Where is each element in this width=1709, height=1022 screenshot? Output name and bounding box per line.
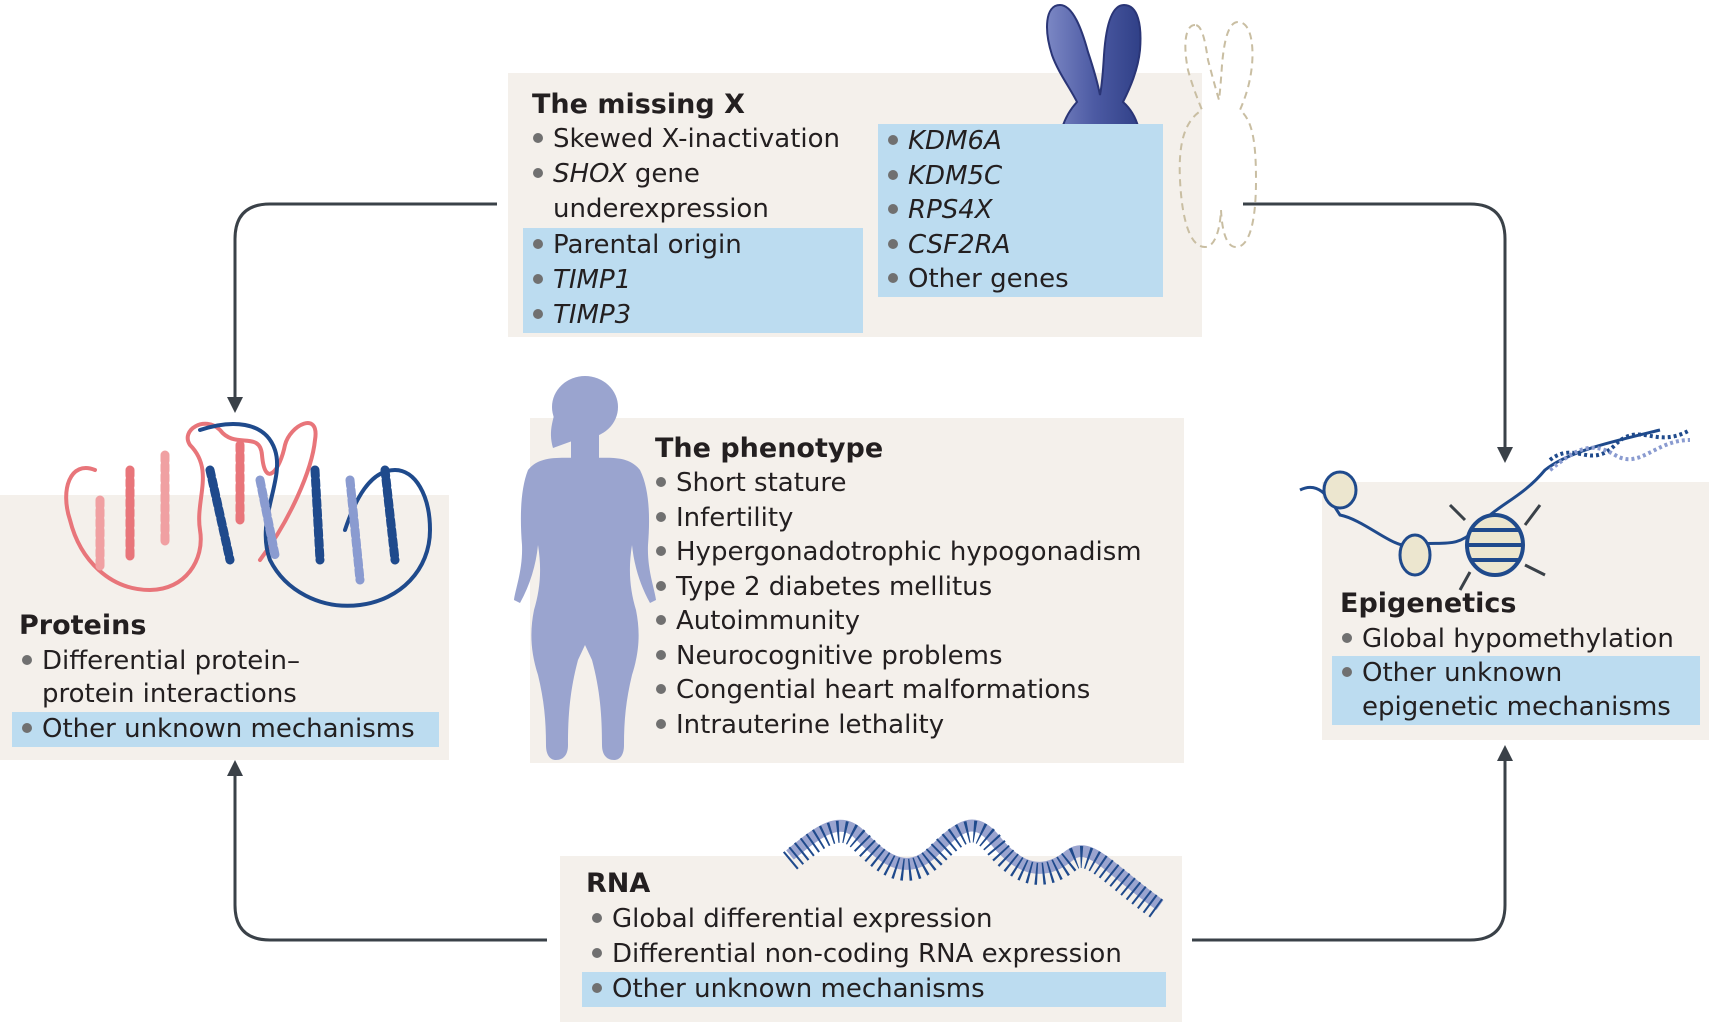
bullet-icon <box>592 982 602 993</box>
bullet-icon <box>656 614 666 625</box>
missing-x-item-parental: Parental origin <box>523 228 863 263</box>
phenotype-item: Intrauterine lethality <box>646 708 944 743</box>
bullet-icon <box>533 132 543 143</box>
bullet-icon <box>533 238 543 249</box>
bullet-icon <box>656 649 666 660</box>
bullet-icon <box>1342 632 1352 643</box>
female-figure-icon <box>514 376 656 760</box>
epigenetics-item: Global hypomethylation <box>1332 622 1674 657</box>
missing-x-item-timp3: TIMP3 <box>523 298 863 333</box>
epigenetics-item-other: Other unknown <box>1332 656 1700 691</box>
bullet-icon <box>22 654 32 665</box>
epigenetics-title: Epigenetics <box>1340 588 1517 619</box>
bullet-icon <box>888 272 898 283</box>
missing-x-item-shox: SHOX gene <box>523 157 700 192</box>
bullet-icon <box>656 511 666 522</box>
proteins-title: Proteins <box>19 610 147 641</box>
phenotype-item: Neurocognitive problems <box>646 639 1003 674</box>
phenotype-item: Infertility <box>646 501 793 536</box>
bullet-icon <box>888 134 898 145</box>
proteins-item-cont: protein interactions <box>42 679 297 709</box>
bullet-icon <box>656 580 666 591</box>
bullet-icon <box>656 683 666 694</box>
rna-strand-icon <box>782 819 1167 921</box>
bullet-icon <box>656 476 666 487</box>
protein-structure-icon <box>64 421 433 608</box>
missing-x-gene-kdm6a: KDM6A <box>878 124 1163 159</box>
bullet-icon <box>1342 666 1352 677</box>
bullet-icon <box>888 238 898 249</box>
phenotype-item: Type 2 diabetes mellitus <box>646 570 992 605</box>
rna-item-other: Other unknown mechanisms <box>582 972 1166 1007</box>
missing-x-item-shox-cont: underexpression <box>553 194 769 224</box>
missing-x-item-timp1: TIMP1 <box>523 263 863 298</box>
missing-x-gene-rps4x: RPS4X <box>878 193 1163 228</box>
rna-item: Differential non-coding RNA expression <box>582 937 1122 972</box>
proteins-item: Differential protein– <box>12 644 300 679</box>
missing-chromosome-icon <box>1178 20 1258 249</box>
epigenetics-item-other-cont: epigenetic mechanisms <box>1332 690 1700 725</box>
bullet-icon <box>533 273 543 284</box>
phenotype-item: Hypergonadotrophic hypogonadism <box>646 535 1142 570</box>
bullet-icon <box>22 722 32 733</box>
missing-x-title: The missing X <box>532 89 745 120</box>
bullet-icon <box>888 203 898 214</box>
bullet-icon <box>533 308 543 319</box>
phenotype-item: Short stature <box>646 466 847 501</box>
phenotype-title: The phenotype <box>655 433 884 464</box>
rna-title: RNA <box>586 868 651 899</box>
arrow-rna-to-proteins <box>227 760 547 942</box>
bullet-icon <box>592 912 602 923</box>
phenotype-item: Congential heart malformations <box>646 673 1090 708</box>
missing-x-item-skewed: Skewed X-inactivation <box>523 122 840 157</box>
bullet-icon <box>888 169 898 180</box>
missing-x-gene-kdm5c: KDM5C <box>878 159 1163 194</box>
bullet-icon <box>533 167 543 178</box>
proteins-item-other: Other unknown mechanisms <box>12 712 439 747</box>
arrow-missingx-to-proteins <box>227 202 497 413</box>
bullet-icon <box>592 947 602 958</box>
arrow-missingx-to-epigenetics <box>1243 202 1513 463</box>
rna-item: Global differential expression <box>582 902 993 937</box>
bullet-icon <box>656 545 666 556</box>
bullet-icon <box>656 718 666 729</box>
missing-x-gene-other: Other genes <box>878 262 1163 297</box>
arrow-rna-to-epigenetics <box>1192 745 1513 942</box>
chromatin-dna-icon <box>1299 428 1691 591</box>
missing-x-gene-csf2ra: CSF2RA <box>878 228 1163 263</box>
phenotype-item: Autoimmunity <box>646 604 860 639</box>
